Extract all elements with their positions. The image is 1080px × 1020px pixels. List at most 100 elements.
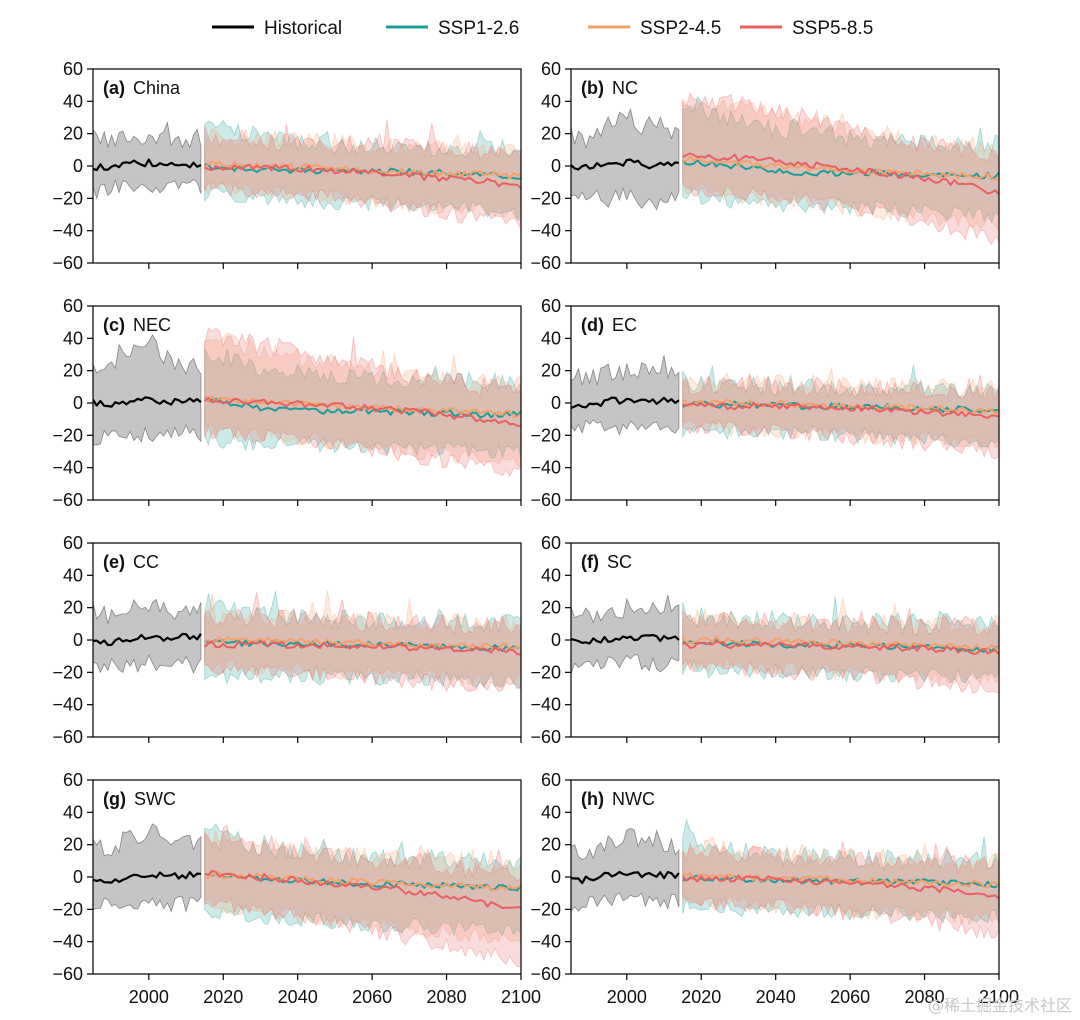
panel-title: (h) NWC: [581, 789, 655, 809]
band-historical: [93, 333, 202, 446]
y-tick-label: −60: [530, 253, 561, 273]
x-tick-label: 2060: [830, 987, 870, 1007]
x-tick-label: 2100: [979, 987, 1019, 1007]
y-tick-label: −60: [52, 490, 83, 510]
y-tick-label: 0: [551, 867, 561, 887]
y-tick-label: −20: [52, 425, 83, 445]
y-tick-label: 40: [541, 565, 561, 585]
line-ssp2-4-5: [682, 155, 999, 181]
x-tick-label: 2080: [905, 987, 945, 1007]
y-tick-label: −20: [530, 899, 561, 919]
y-tick-label: −20: [530, 425, 561, 445]
y-tick-label: 40: [63, 802, 83, 822]
y-tick-label: −20: [52, 188, 83, 208]
y-tick-label: −60: [530, 490, 561, 510]
line-historical: [571, 158, 679, 171]
y-tick-label: −20: [530, 662, 561, 682]
y-tick-label: −40: [52, 221, 83, 241]
y-tick-label: 20: [541, 124, 561, 144]
y-tick-label: −40: [530, 932, 561, 952]
y-tick-label: 40: [541, 91, 561, 111]
panel-title: (c) NEC: [103, 315, 171, 335]
y-tick-label: 20: [63, 598, 83, 618]
x-tick-label: 2020: [681, 987, 721, 1007]
band-ssp1-2-6: [204, 591, 521, 690]
legend-entry-ssp1-2-6: SSP1-2.6: [386, 18, 519, 39]
y-tick-label: −60: [530, 727, 561, 747]
panel-nc: −60 −40 −20 0 20 40 60 (b) NC: [530, 59, 1000, 273]
y-tick-label: 20: [541, 361, 561, 381]
plot-area: [93, 590, 521, 693]
y-tick-label: 60: [541, 533, 561, 553]
band-ssp5-8-5: [204, 327, 521, 477]
line-historical: [571, 396, 680, 410]
line-ssp5-8-5: [681, 874, 999, 900]
y-tick-label: −40: [530, 458, 561, 478]
panel-label: (c): [103, 315, 125, 335]
panel-title: (d) EC: [581, 315, 637, 335]
band-historical: [571, 595, 680, 674]
band-ssp1-2-6: [682, 818, 999, 926]
band-ssp5-8-5: [204, 592, 521, 693]
y-tick-label: 0: [73, 867, 83, 887]
x-tick-label: 2040: [756, 987, 796, 1007]
legend-entry-ssp2-4-5: SSP2-4.5: [588, 18, 721, 39]
panel-title: (g) SWC: [103, 789, 176, 809]
panel-label: (h): [581, 789, 604, 809]
line-ssp5-8-5: [204, 870, 521, 910]
y-tick-label: 20: [541, 598, 561, 618]
line-ssp1-2-6: [682, 400, 999, 414]
panel-title: (f) SC: [581, 552, 632, 572]
line-ssp5-8-5: [682, 152, 999, 196]
x-tick-label: 2020: [203, 987, 243, 1007]
legend-label: SSP1-2.6: [438, 18, 519, 39]
line-historical: [571, 633, 680, 645]
panel-label: (a): [103, 78, 125, 98]
y-tick-label: −60: [52, 253, 83, 273]
line-historical: [571, 870, 680, 885]
y-tick-label: −40: [52, 695, 83, 715]
x-tick-label: 2000: [129, 987, 169, 1007]
band-ssp5-8-5: [682, 373, 999, 460]
panel-title: (a) China: [103, 78, 181, 98]
panel-region: EC: [612, 315, 637, 335]
legend-entry-historical: Historical: [212, 18, 342, 39]
line-historical: [93, 396, 202, 408]
plot-area: [93, 327, 521, 477]
y-tick-label: 60: [541, 770, 561, 790]
y-tick-label: −20: [52, 899, 83, 919]
panel-label: (b): [581, 78, 604, 98]
plot-area: [93, 823, 521, 968]
band-historical: [571, 355, 680, 436]
panel-region: NWC: [612, 789, 655, 809]
line-historical: [93, 158, 202, 172]
line-ssp2-4-5: [682, 398, 999, 415]
band-historical: [93, 823, 202, 914]
plot-area: [571, 355, 999, 460]
panel-cc: −60 −40 −20 0 20 40 60 (e) CC: [52, 533, 522, 747]
y-tick-label: −20: [52, 662, 83, 682]
y-tick-label: 0: [551, 630, 561, 650]
panel-ec: −60 −40 −20 0 20 40 60 (d) EC: [530, 296, 1000, 510]
band-historical: [571, 827, 680, 913]
band-ssp2-4-5: [204, 332, 521, 469]
y-tick-label: 60: [63, 533, 83, 553]
y-tick-label: −40: [52, 458, 83, 478]
y-tick-label: −60: [52, 727, 83, 747]
band-historical: [93, 598, 202, 675]
y-tick-label: 40: [63, 565, 83, 585]
panel-region: NC: [612, 78, 638, 98]
panel-nec: −60 −40 −20 0 20 40 60 (c) NEC: [52, 296, 522, 510]
y-tick-label: 0: [551, 393, 561, 413]
y-tick-label: −40: [530, 695, 561, 715]
legend-label: SSP5-8.5: [792, 18, 873, 39]
band-ssp1-2-6: [204, 348, 521, 459]
panel-sc: −60 −40 −20 0 20 40 60 (f) SC: [530, 533, 1000, 747]
y-tick-label: 20: [541, 835, 561, 855]
y-tick-label: 40: [63, 91, 83, 111]
x-tick-label: 2040: [278, 987, 318, 1007]
panel-label: (e): [103, 552, 125, 572]
legend-label: SSP2-4.5: [640, 18, 721, 39]
band-ssp5-8-5: [204, 119, 521, 231]
